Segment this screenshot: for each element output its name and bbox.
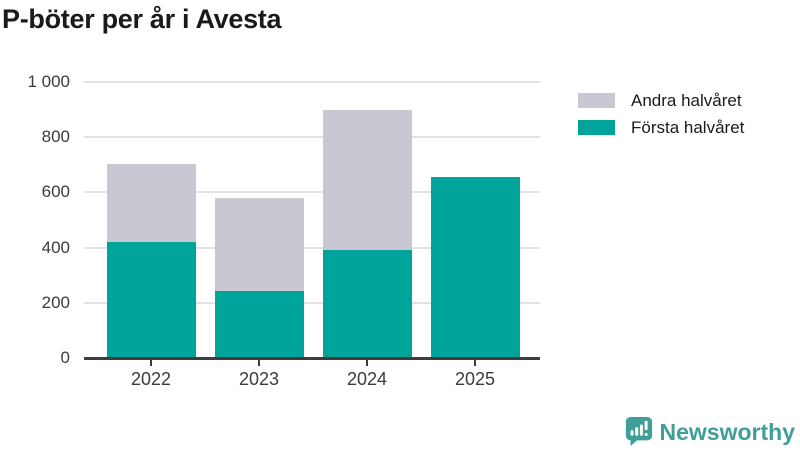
legend-item: Andra halvåret (578, 90, 742, 110)
bar-segment-2023-andra (214, 197, 304, 291)
gridline-600 (84, 191, 540, 194)
y-tick-label: 1 000 (27, 72, 70, 91)
y-tick-label: 400 (41, 237, 70, 257)
y-tick-label: 200 (41, 292, 70, 312)
chart-title: P-böter per år i Avesta (2, 4, 282, 34)
legend-swatch (578, 120, 615, 135)
gridline-400 (84, 246, 540, 249)
bar-segment-2024-första (322, 250, 412, 358)
newsworthy-logo-text: Newsworthy (659, 418, 795, 445)
legend-swatch (578, 93, 615, 108)
bar-segment-2022-andra (106, 163, 196, 243)
y-tick-label: 0 (60, 348, 70, 367)
x-tick-mark-2022 (150, 359, 152, 366)
legend-label: Andra halvåret (631, 90, 742, 110)
newsworthy-icon (625, 416, 652, 447)
bar-segment-2025-första (430, 177, 520, 358)
x-tick-label-2022: 2022 (130, 369, 172, 389)
x-tick-mark-2025 (474, 359, 476, 366)
newsworthy-logo: Newsworthy (624, 416, 795, 447)
y-tick-label: 600 (41, 182, 70, 202)
bar-segment-2023-första (214, 290, 304, 358)
x-tick-mark-2024 (366, 359, 368, 366)
bar-segment-2022-första (106, 242, 196, 358)
y-tick-label: 800 (41, 127, 70, 147)
legend-item: Första halvåret (578, 117, 745, 137)
x-tick-mark-2023 (258, 359, 260, 366)
gridline-200 (84, 301, 540, 304)
legend-label: Första halvåret (631, 117, 745, 137)
gridline-1000 (84, 81, 540, 83)
x-tick-label-2025: 2025 (454, 369, 496, 389)
gridline-800 (84, 136, 540, 139)
bar-segment-2024-andra (322, 110, 412, 251)
x-tick-label-2024: 2024 (346, 369, 388, 389)
x-axis-line (84, 357, 540, 360)
x-tick-label-2023: 2023 (238, 369, 280, 389)
